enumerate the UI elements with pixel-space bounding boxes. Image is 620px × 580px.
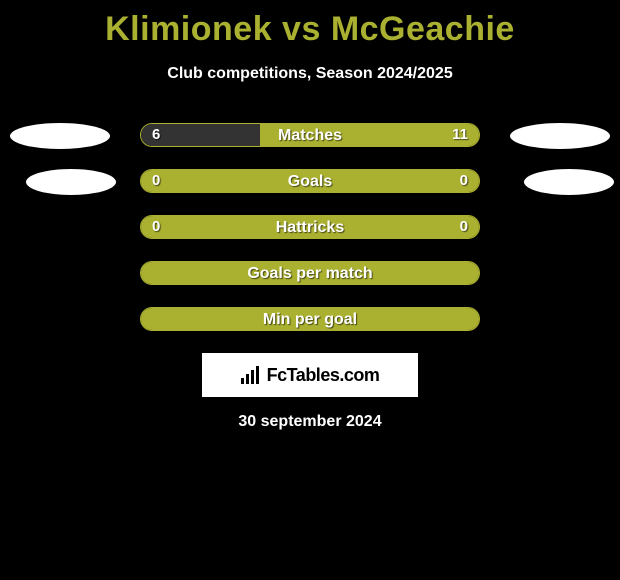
- stat-bar-right: [310, 308, 479, 330]
- stat-bar: Matches: [140, 123, 480, 147]
- stat-bar-left: [141, 216, 310, 238]
- stat-bar-left: [141, 308, 310, 330]
- player-left-marker: [26, 169, 116, 195]
- stat-bar-right: [260, 124, 479, 146]
- comparison-title: Klimionek vs McGeachie: [0, 0, 620, 49]
- player-right-marker: [510, 123, 610, 149]
- date-text: 30 september 2024: [0, 413, 620, 431]
- stat-bar-left: [141, 170, 310, 192]
- stat-bar: Hattricks: [140, 215, 480, 239]
- stat-bar-right: [310, 262, 479, 284]
- source-badge: FcTables.com: [202, 353, 418, 397]
- stat-bar-left: [141, 124, 260, 146]
- stat-row: Hattricks00: [0, 215, 620, 239]
- badge-inner: FcTables.com: [241, 365, 380, 386]
- player-left-marker: [10, 123, 110, 149]
- stat-row: Goals00: [0, 169, 620, 193]
- stat-bar-right: [310, 216, 479, 238]
- stat-bar: Min per goal: [140, 307, 480, 331]
- stat-bar-right: [310, 170, 479, 192]
- stats-container: Matches611 Goals00 Hattricks00 Goals per ma…: [0, 123, 620, 331]
- stat-row: Min per goal: [0, 307, 620, 331]
- player-right-marker: [524, 169, 614, 195]
- comparison-subtitle: Club competitions, Season 2024/2025: [0, 65, 620, 83]
- stat-bar-left: [141, 262, 310, 284]
- stat-bar: Goals: [140, 169, 480, 193]
- badge-text: FcTables.com: [267, 365, 380, 386]
- stat-row: Matches611: [0, 123, 620, 147]
- stat-bar: Goals per match: [140, 261, 480, 285]
- bar-chart-icon: [241, 366, 263, 384]
- stat-row: Goals per match: [0, 261, 620, 285]
